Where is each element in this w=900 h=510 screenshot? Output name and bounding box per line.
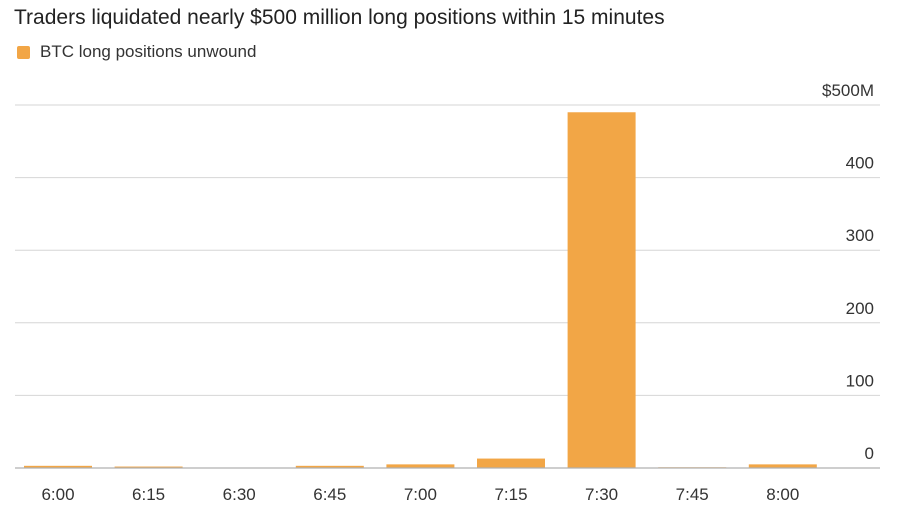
bar [567, 112, 636, 468]
chart-title: Traders liquidated nearly $500 million l… [14, 6, 665, 29]
bar [477, 458, 545, 468]
bar [748, 464, 817, 468]
y-tick-label: $500M [822, 81, 874, 100]
x-tick-label: 7:30 [585, 485, 618, 504]
x-tick-label: 6:45 [313, 485, 346, 504]
y-axis-labels: 0 100 200 300 400 $500M [822, 81, 874, 463]
bar [114, 466, 183, 468]
bars [24, 112, 817, 468]
legend: BTC long positions unwound [17, 42, 256, 62]
x-tick-label: 7:15 [494, 485, 527, 504]
legend-label: BTC long positions unwound [40, 42, 257, 61]
x-tick-label: 8:00 [766, 485, 799, 504]
y-tick-label: 0 [865, 444, 874, 463]
y-tick-label: 400 [846, 154, 874, 173]
legend-swatch [17, 45, 30, 59]
y-tick-label: 200 [846, 299, 874, 318]
bar [386, 464, 455, 468]
y-tick-label: 100 [846, 371, 874, 390]
x-tick-label: 7:00 [404, 485, 437, 504]
x-axis-labels: 6:00 6:15 6:30 6:45 7:00 7:15 7:30 7:45 8:00 [41, 485, 799, 504]
x-tick-label: 7:45 [676, 485, 709, 504]
y-tick-label: 300 [846, 226, 874, 245]
gridlines [15, 104, 880, 396]
x-tick-label: 6:30 [223, 485, 256, 504]
bar [24, 465, 92, 468]
x-tick-label: 6:15 [132, 485, 165, 504]
x-tick-label: 6:00 [41, 485, 74, 504]
bar [295, 465, 364, 468]
